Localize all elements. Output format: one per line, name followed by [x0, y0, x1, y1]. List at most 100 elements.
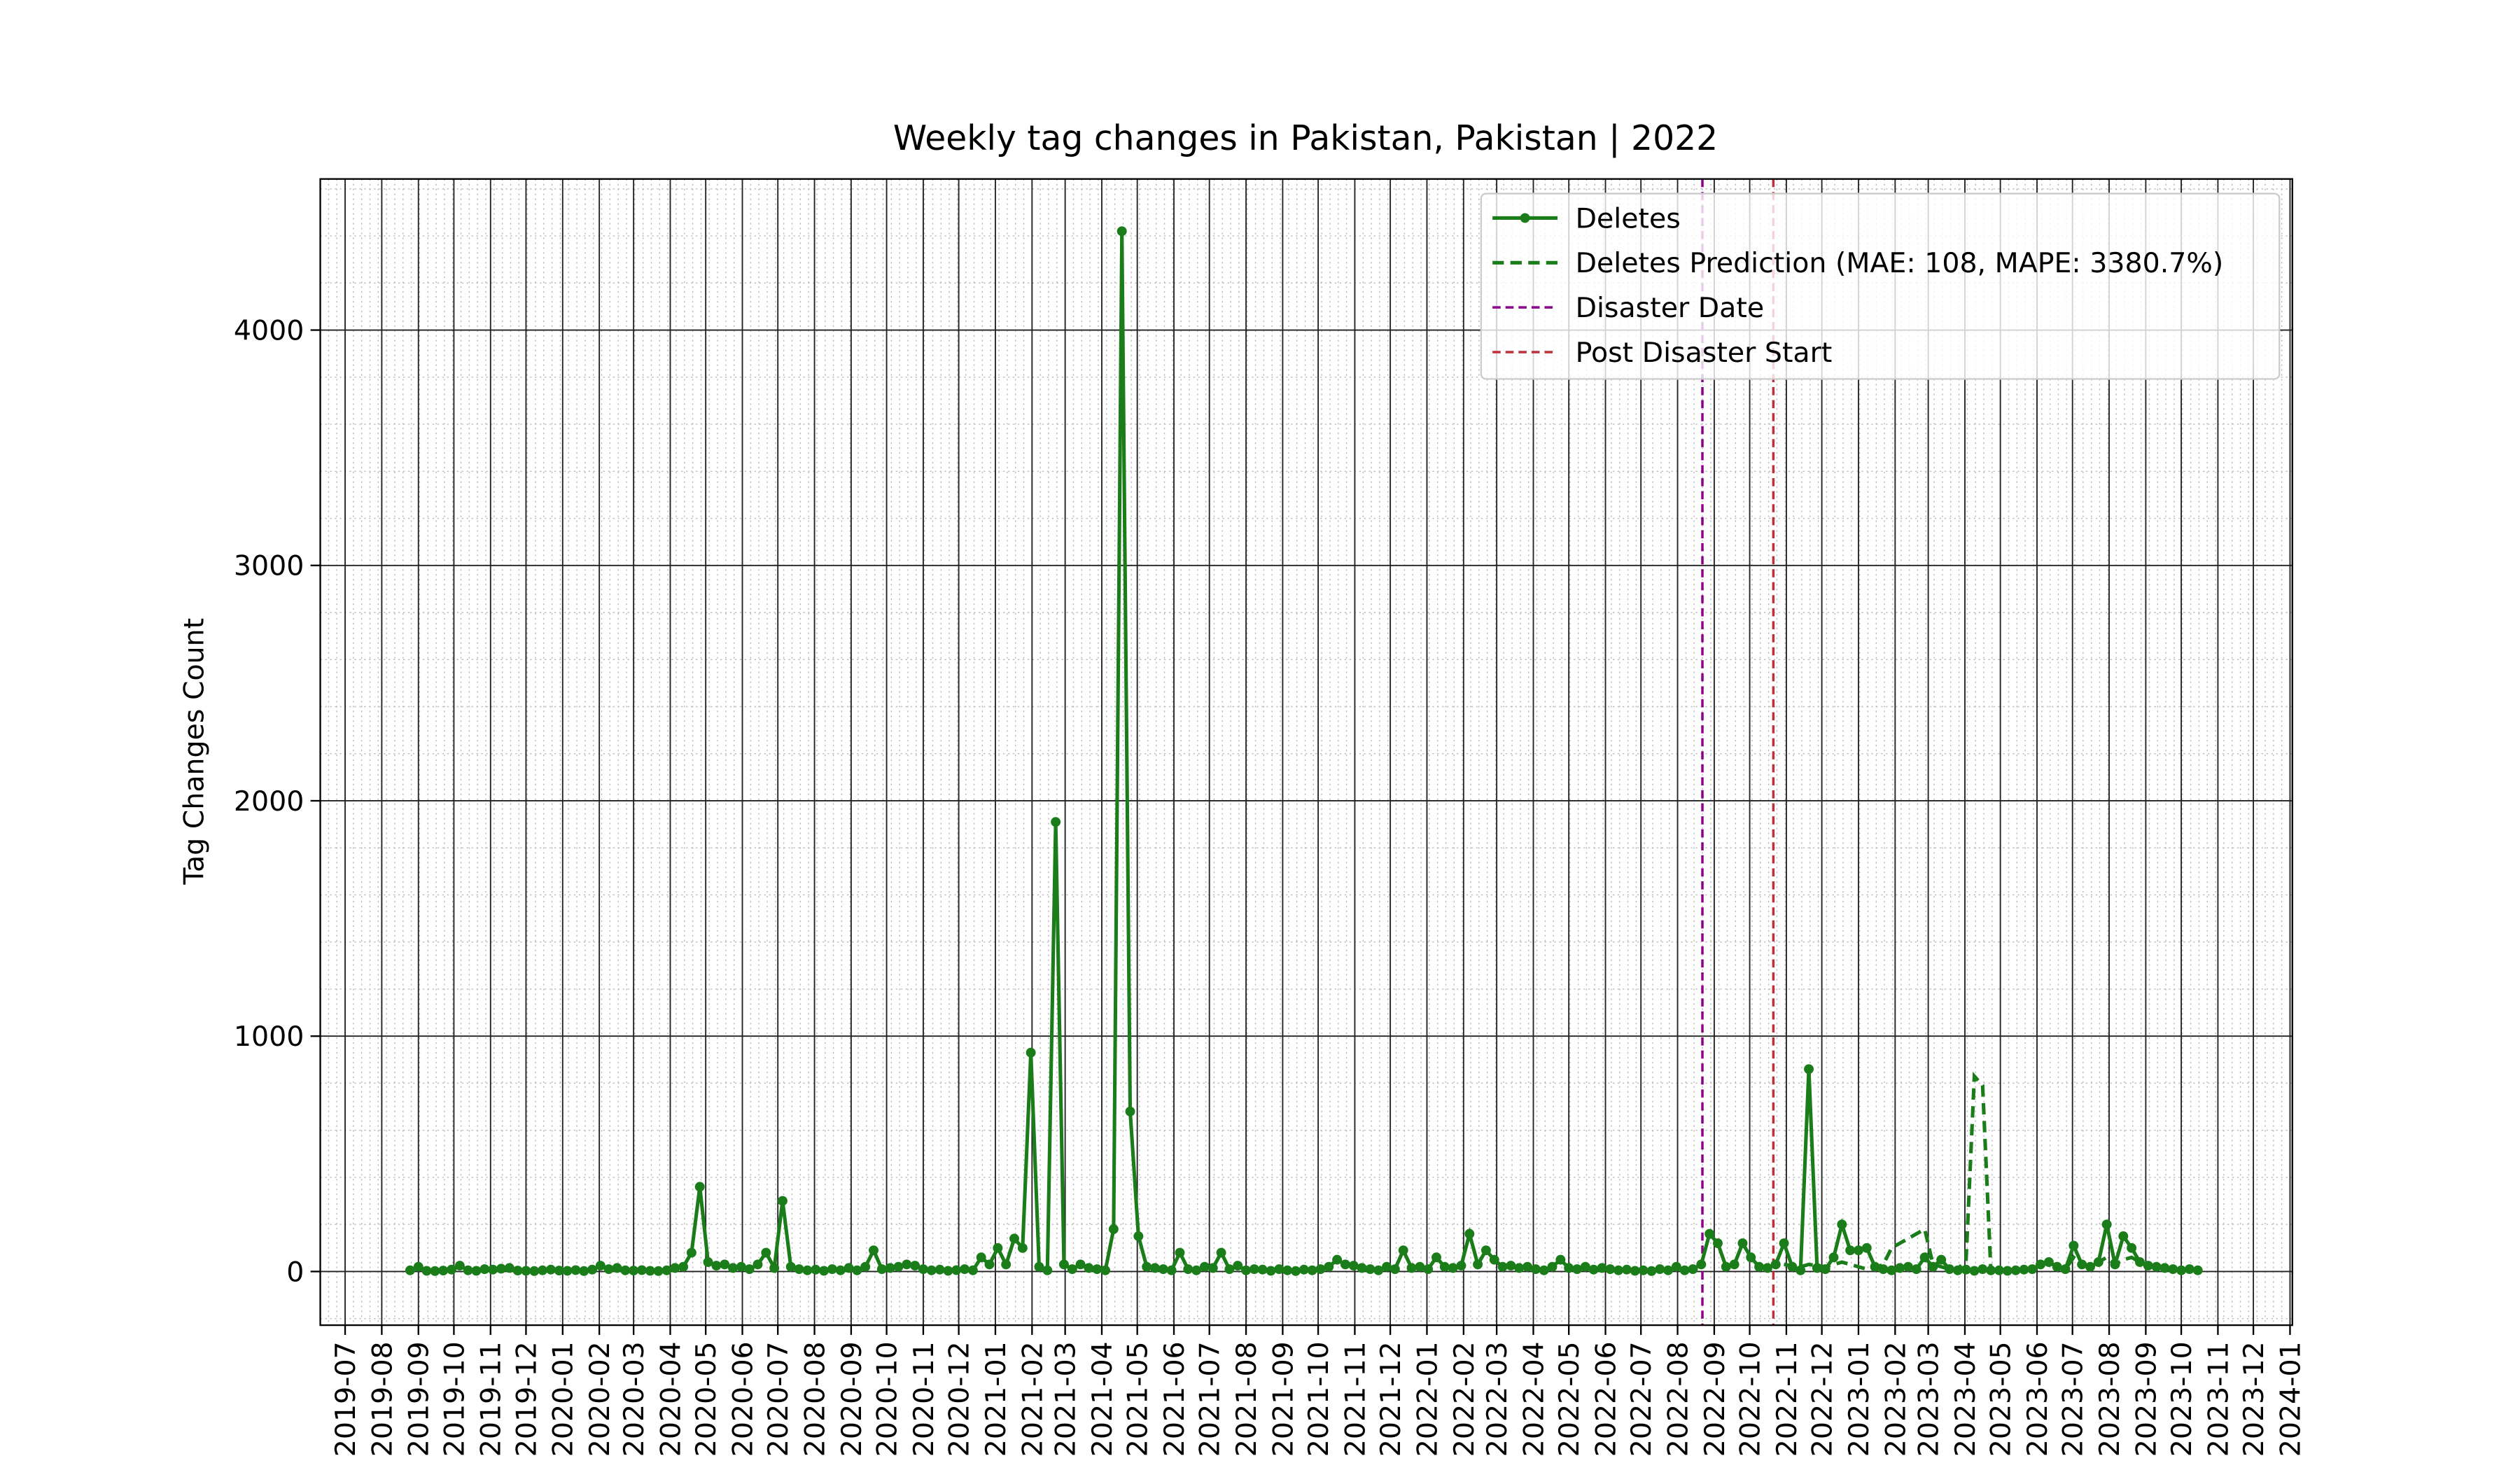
- data-point: [1779, 1238, 1789, 1249]
- x-tick-label: 2021-08: [1231, 1341, 1263, 1457]
- data-point: [1133, 1231, 1144, 1241]
- data-point: [1530, 1264, 1541, 1275]
- legend-label: Disaster Date: [1576, 292, 1765, 324]
- data-point: [885, 1263, 895, 1273]
- data-point: [686, 1247, 696, 1258]
- data-point: [835, 1265, 846, 1275]
- data-point: [1911, 1264, 1921, 1275]
- data-point: [736, 1261, 746, 1272]
- x-tick-label: 2023-05: [1985, 1341, 2017, 1457]
- x-tick-label: 2022-06: [1590, 1341, 1622, 1457]
- legend-label: Deletes: [1576, 202, 1681, 234]
- data-point: [1199, 1261, 1210, 1272]
- data-point: [1456, 1261, 1466, 1270]
- data-point: [1084, 1263, 1094, 1273]
- data-point: [2192, 1265, 2203, 1275]
- data-point: [579, 1266, 589, 1276]
- data-point: [1737, 1238, 1748, 1249]
- data-point: [777, 1196, 788, 1206]
- x-tick-label: 2023-06: [2022, 1341, 2054, 1457]
- data-point: [2127, 1242, 2137, 1253]
- x-tick-label: 2021-11: [1339, 1341, 1371, 1457]
- data-point: [521, 1266, 531, 1276]
- data-point: [1762, 1263, 1772, 1273]
- data-point: [1249, 1264, 1259, 1275]
- data-point: [1605, 1264, 1616, 1275]
- data-point: [1340, 1259, 1350, 1270]
- data-point: [1365, 1264, 1376, 1275]
- data-point: [1480, 1245, 1491, 1256]
- data-point: [2118, 1231, 2129, 1241]
- data-point: [1158, 1264, 1168, 1275]
- data-point: [1936, 1254, 1947, 1265]
- data-point: [612, 1263, 622, 1273]
- x-tick-label: 2021-02: [1016, 1341, 1049, 1457]
- data-point: [1671, 1261, 1681, 1272]
- x-tick-label: 2023-07: [2057, 1341, 2090, 1457]
- data-point: [1067, 1264, 1077, 1275]
- data-point: [1298, 1264, 1309, 1275]
- data-point: [960, 1264, 970, 1275]
- data-point: [1241, 1265, 1252, 1275]
- data-point: [1895, 1263, 1905, 1273]
- data-point: [1332, 1254, 1343, 1265]
- data-point: [869, 1245, 878, 1256]
- data-point: [1614, 1265, 1624, 1275]
- data-point: [678, 1261, 689, 1272]
- x-tick-label: 2020-05: [690, 1341, 722, 1457]
- data-point: [943, 1266, 953, 1276]
- data-point: [711, 1261, 722, 1270]
- y-tick-label: 4000: [234, 314, 304, 346]
- data-point: [479, 1264, 490, 1275]
- y-tick-label: 2000: [234, 785, 304, 818]
- data-point: [752, 1259, 763, 1270]
- x-tick-label: 2023-08: [2094, 1341, 2126, 1457]
- data-point: [1224, 1264, 1235, 1275]
- y-axis-label: Tag Changes Count: [178, 618, 210, 886]
- x-tick-label: 2022-07: [1625, 1341, 1658, 1457]
- data-point: [2151, 1261, 2162, 1272]
- x-tick-label: 2020-01: [547, 1341, 580, 1457]
- data-point: [629, 1266, 639, 1276]
- data-point: [1108, 1224, 1119, 1234]
- data-point: [1034, 1261, 1044, 1272]
- data-point: [902, 1259, 912, 1270]
- y-tick-label: 0: [286, 1256, 304, 1288]
- data-point: [918, 1264, 928, 1275]
- x-tick-label: 2021-05: [1122, 1341, 1154, 1457]
- data-point: [951, 1265, 962, 1275]
- data-point: [620, 1265, 631, 1275]
- x-tick-label: 2022-05: [1553, 1341, 1586, 1457]
- data-point: [512, 1266, 523, 1276]
- data-point: [1746, 1252, 1756, 1263]
- data-point: [811, 1264, 821, 1275]
- x-tick-label: 2022-04: [1518, 1341, 1550, 1457]
- x-tick-label: 2023-02: [1879, 1341, 1912, 1457]
- data-point: [430, 1266, 440, 1276]
- x-tick-label: 2020-04: [654, 1341, 687, 1457]
- data-point: [1398, 1245, 1408, 1256]
- data-point: [2184, 1264, 2194, 1275]
- data-point: [1439, 1261, 1450, 1272]
- legend-label: Post Disaster Start: [1576, 337, 1833, 369]
- data-point: [1919, 1252, 1930, 1263]
- data-point: [1729, 1259, 1740, 1270]
- data-point: [1630, 1266, 1640, 1276]
- data-point: [1058, 1259, 1069, 1270]
- x-tick-label: 2019-11: [475, 1341, 507, 1457]
- data-point: [1655, 1264, 1665, 1275]
- data-point: [421, 1266, 432, 1276]
- data-point: [488, 1264, 498, 1275]
- data-point: [1994, 1265, 2004, 1275]
- data-point: [1621, 1264, 1632, 1275]
- data-point: [1357, 1263, 1367, 1273]
- x-tick-label: 2020-10: [872, 1341, 904, 1457]
- x-tick-label: 2022-10: [1735, 1341, 1767, 1457]
- data-point: [967, 1265, 978, 1275]
- data-point: [844, 1263, 854, 1273]
- data-point: [529, 1266, 540, 1276]
- data-point: [1125, 1106, 1135, 1116]
- x-tick-label: 2020-03: [618, 1341, 650, 1457]
- data-point: [1969, 1266, 1980, 1276]
